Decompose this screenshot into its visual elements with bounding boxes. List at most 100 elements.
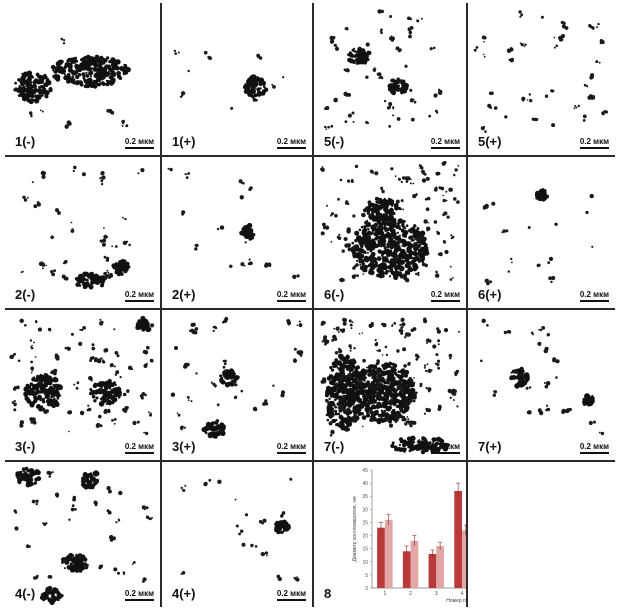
micrograph-panel: 0.2 мкм 2(-) [5,157,160,308]
micrograph-panel: 0.2 мкм 7(+) [468,310,615,460]
particle-image [480,318,605,436]
y-tick-label: 40 [362,481,368,487]
y-tick-label: 35 [362,494,368,500]
scale-bar-label: 0.2 мкм [579,137,609,146]
micrograph-panel: 0.2 мкм 7(-) [314,310,466,460]
x-tick-label: 2 [409,591,412,597]
particle-image [320,317,460,455]
scale-bar-line [276,452,306,454]
grid-divider-horizontal [5,460,615,462]
bar [410,540,419,588]
scale-bar: 0.2 мкм [124,290,154,302]
micrograph-panel: 0.2 мкм 4(-) [5,462,160,607]
panel-label: 1(+) [172,134,196,149]
scale-bar-label: 0.2 мкм [276,290,306,299]
micrograph-panel: 0.2 мкм 6(-) [314,157,466,308]
panel-label: 5(-) [324,134,345,149]
y-tick-label: 5 [365,573,368,579]
panel-label: 4(+) [172,586,196,601]
scale-bar-line [124,452,154,454]
grid-divider-horizontal [5,155,615,157]
scale-bar-line [124,300,154,302]
micrograph-panel: 0.2 мкм 6(+) [468,157,615,308]
bar [384,519,393,588]
particle-image [473,10,608,133]
y-tick-label: 10 [362,560,368,566]
bar [377,527,385,588]
panel-label: 2(+) [172,287,196,302]
particle-image [13,466,154,605]
y-tick-label: 30 [362,507,368,513]
scale-bar-label: 0.2 мкм [124,442,154,451]
bar [462,530,466,588]
micrograph-panel: 0.2 мкм 5(-) [314,3,466,155]
scale-bar: 0.2 мкм [579,442,609,454]
x-tick-label: 3 [435,591,438,597]
scale-bar-line [430,147,460,149]
scale-bar-label: 0.2 мкм [430,137,460,146]
particle-image [323,9,443,130]
micrograph-panel: 0.2 мкм 4(+) [162,462,312,607]
panel-label: 1(-) [15,134,36,149]
panel-label: 7(-) [324,439,345,454]
scale-bar-label: 0.2 мкм [124,589,154,598]
panel-label: 8 [324,586,332,601]
scale-bar-line [579,147,609,149]
panel-label: 7(+) [478,439,502,454]
grid-divider-vertical [466,3,468,607]
panel-label: 2(-) [15,287,36,302]
grid-divider-vertical [312,3,314,607]
bar [454,490,462,588]
scale-bar-label: 0.2 мкм [276,442,306,451]
scale-bar-line [124,599,154,601]
y-tick-label: 20 [362,534,368,540]
panel-label: 4(-) [15,586,36,601]
grid-divider-vertical [160,3,162,607]
particle-image [319,160,460,283]
scale-bar: 0.2 мкм [124,589,154,601]
scale-bar-line [430,452,460,454]
bar [402,551,411,588]
particle-image [482,188,594,286]
y-tick-label: 15 [362,547,368,553]
scale-bar-line [430,300,460,302]
particle-image [9,315,155,436]
micrograph-panel: 0.2 мкм 3(+) [162,310,312,460]
particle-image [13,37,131,129]
y-tick-label: 45 [362,468,368,474]
chart-panel: 0510152025303540451234567Номер пробыДиам… [314,462,466,607]
micrograph-panel: 0.2 мкм 5(+) [468,3,615,155]
micrograph-panel: 0.2 мкм 3(-) [5,310,160,460]
scale-bar: 0.2 мкм [430,137,460,149]
scale-bar-line [124,147,154,149]
particle-image [20,165,145,290]
micrograph-panel: 0.2 мкм 2(+) [162,157,312,308]
scale-bar-label: 0.2 мкм [430,442,460,451]
micrograph-panel: 0.2 мкм 1(+) [162,3,312,155]
panel-label: 3(-) [15,439,36,454]
scale-bar: 0.2 мкм [276,442,306,454]
bar [436,546,444,588]
scale-bar-line [276,599,306,601]
scale-bar-label: 0.2 мкм [124,290,154,299]
scale-bar-line [276,147,306,149]
scale-bar: 0.2 мкм [124,442,154,454]
scale-bar-line [579,300,609,302]
y-tick-label: 25 [362,520,368,526]
scale-bar: 0.2 мкм [430,290,460,302]
scale-bar: 0.2 мкм [276,290,306,302]
panel-label: 6(-) [324,287,345,302]
scale-bar-label: 0.2 мкм [579,290,609,299]
micrograph-panel: 0.2 мкм 1(-) [5,3,160,155]
scale-bar-label: 0.2 мкм [276,589,306,598]
bar [428,553,437,588]
y-axis-label: Диаметр конгломератов, нм [352,496,358,562]
scale-bar: 0.2 мкм [579,137,609,149]
particle-image [180,477,300,582]
x-axis-label: Номер пробы [446,598,466,604]
panel-label: 5(+) [478,134,502,149]
particle-image [173,49,285,110]
panel-label: 3(+) [172,439,196,454]
scale-bar: 0.2 мкм [124,137,154,149]
particle-image [170,316,304,439]
